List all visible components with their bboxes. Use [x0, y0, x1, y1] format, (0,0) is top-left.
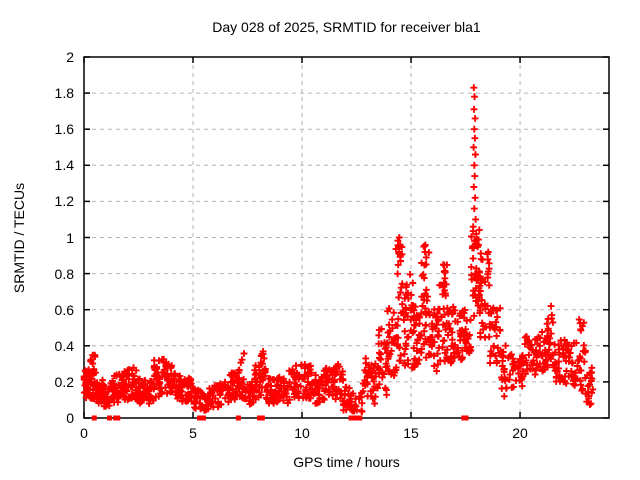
- zero-flag-square-marker: [259, 415, 265, 421]
- y-tick-label: 2: [66, 49, 74, 65]
- zero-flag-square-marker: [357, 415, 363, 421]
- y-tick-label: 1.6: [54, 121, 74, 138]
- zero-flag-square-marker: [257, 415, 263, 421]
- y-tick-label: 1.2: [54, 193, 74, 210]
- y-tick-label: 0.6: [54, 301, 74, 318]
- scatter-plus-markers: [80, 84, 597, 416]
- x-tick-label: 20: [512, 425, 528, 441]
- y-tick-label: 0.2: [54, 373, 74, 390]
- x-tick-label: 15: [403, 425, 419, 441]
- y-tick-label: 0.8: [54, 265, 74, 282]
- y-tick-label: 1.8: [54, 85, 74, 102]
- x-tick-label: 0: [80, 425, 88, 441]
- x-tick-label: 5: [189, 425, 197, 441]
- zero-flag-square-marker: [115, 415, 121, 421]
- zero-flag-square-marker: [200, 415, 206, 421]
- x-tick-label: 10: [294, 425, 310, 441]
- zero-flag-square-marker: [91, 415, 97, 421]
- y-tick-label: 0: [66, 410, 74, 426]
- y-tick-label: 1: [66, 229, 74, 246]
- y-tick-label: 0.4: [54, 337, 74, 354]
- x-axis-title: GPS time / hours: [293, 454, 400, 470]
- zero-flag-square-marker: [463, 415, 469, 421]
- zero-flag-square-marker: [107, 415, 113, 421]
- zero-flag-square-marker: [235, 415, 241, 421]
- y-tick-label: 1.4: [54, 157, 74, 174]
- chart-title: Day 028 of 2025, SRMTID for receiver bla…: [212, 19, 481, 35]
- zero-flag-square-marker: [197, 415, 203, 421]
